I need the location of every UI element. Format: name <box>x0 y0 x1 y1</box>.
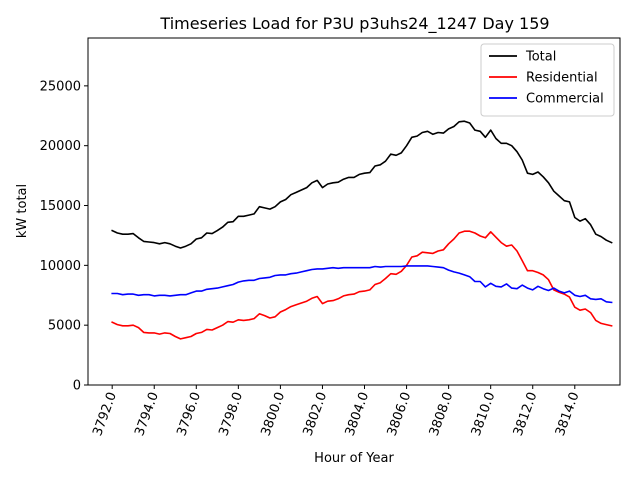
chart-title: Timeseries Load for P3U p3uhs24_1247 Day… <box>159 14 549 34</box>
y-tick-label: 15000 <box>40 199 81 214</box>
y-tick-label: 20000 <box>40 139 81 154</box>
y-axis-label: kW total <box>15 184 30 238</box>
series-line-total <box>111 120 613 249</box>
y-tick-label: 25000 <box>40 79 81 94</box>
y-tick-label: 0 <box>73 379 81 394</box>
legend-label-commercial: Commercial <box>526 92 604 107</box>
y-tick-label: 5000 <box>48 319 81 334</box>
plot-area-frame <box>87 37 621 386</box>
legend-label-residential: Residential <box>526 71 598 86</box>
x-axis-label: Hour of Year <box>314 451 394 466</box>
legend: Total Residential Commercial <box>480 43 615 117</box>
legend-label-total: Total <box>525 50 556 65</box>
y-tick-label: 10000 <box>40 259 81 274</box>
series-line-commercial <box>111 265 613 304</box>
series-line-residential <box>111 230 613 340</box>
